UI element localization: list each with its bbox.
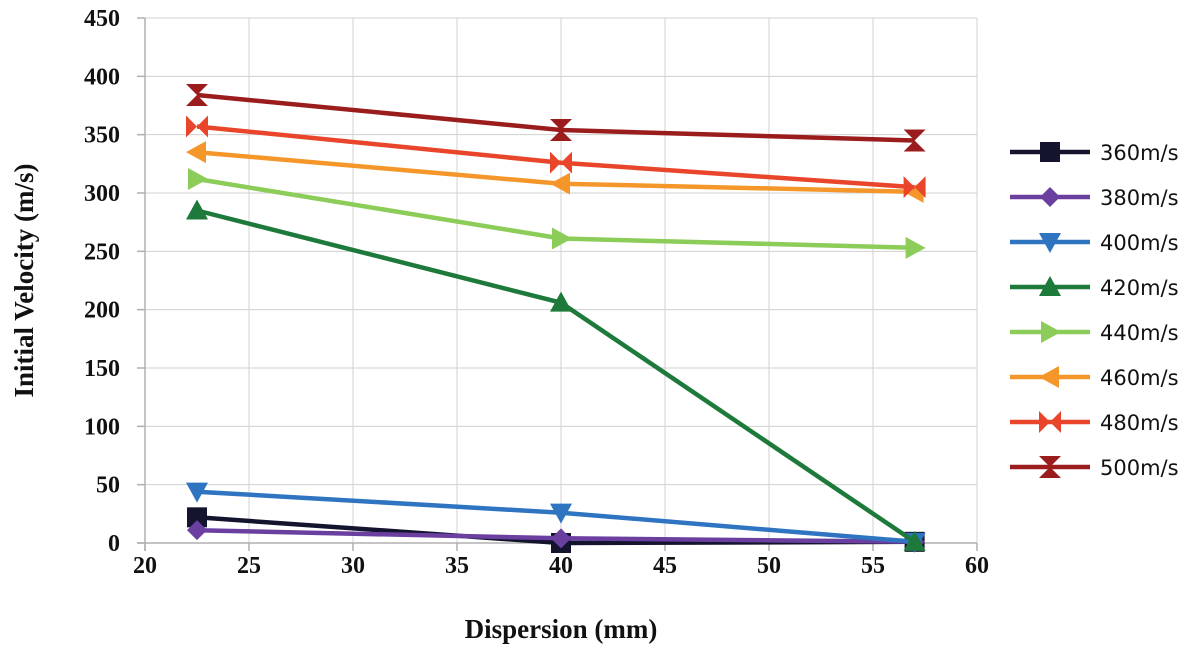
series-line [196, 208, 916, 544]
data-point [186, 482, 208, 503]
legend-label: 380m/s [1100, 186, 1179, 210]
series-500m/s [186, 84, 926, 152]
x-tick-label: 25 [237, 553, 261, 579]
x-tick-label: 45 [653, 553, 677, 579]
y-tick-label: 350 [84, 123, 120, 149]
series-420m/s [186, 199, 926, 551]
legend-item: 420m/s [1010, 276, 1179, 300]
y-tick-label: 100 [84, 414, 120, 440]
data-point [550, 291, 572, 312]
legend-label: 400m/s [1100, 231, 1179, 255]
data-point [187, 507, 207, 528]
legend-marker [1039, 411, 1061, 433]
series-line [196, 124, 915, 190]
y-tick-label: 250 [84, 239, 120, 265]
data-point [903, 530, 926, 551]
series-460m/s [186, 141, 924, 203]
series-lines [186, 84, 926, 553]
legend-item: 480m/s [1010, 411, 1179, 435]
x-tick-label: 40 [549, 553, 573, 579]
data-point [550, 172, 570, 195]
legend-label: 360m/s [1100, 141, 1179, 165]
legend-label: 420m/s [1100, 276, 1179, 300]
data-point [187, 520, 207, 541]
grid [144, 17, 978, 544]
x-tick-label: 55 [861, 553, 885, 579]
y-tick-label: 150 [84, 356, 120, 382]
data-point [186, 84, 208, 106]
data-point [188, 168, 208, 190]
y-tick-label: 50 [96, 473, 120, 499]
data-point [551, 528, 571, 549]
x-tick-label: 30 [341, 553, 365, 579]
data-point [903, 176, 926, 199]
y-tick-label: 400 [84, 64, 120, 90]
data-point [186, 199, 208, 220]
legend: 360m/s 380m/s 400m/s 420m/s 440m/s 460m/s 480m… [1010, 141, 1179, 480]
legend-item: 380m/s [1010, 186, 1179, 210]
legend-item: 440m/s [1010, 321, 1179, 345]
x-tick-label: 50 [757, 553, 781, 579]
data-point [903, 129, 926, 152]
data-point [550, 119, 572, 141]
x-tick-label: 35 [445, 553, 469, 579]
x-axis-title: Dispersion (mm) [465, 614, 658, 644]
legend-label: 440m/s [1100, 321, 1179, 345]
legend-item: 500m/s [1010, 456, 1179, 480]
axes [137, 17, 978, 551]
data-point [550, 151, 572, 174]
legend-marker [1039, 456, 1061, 478]
data-point [186, 115, 208, 138]
legend-item: 460m/s [1010, 366, 1179, 390]
series-440m/s [188, 168, 926, 259]
x-tick-label: 20 [133, 553, 157, 579]
legend-marker [1039, 366, 1059, 388]
data-point [552, 227, 572, 250]
legend-marker [1039, 233, 1061, 253]
y-axis-title: Initial Velocity (m/s) [9, 164, 39, 398]
tick-labels: 20 25 30 35 40 45 50 55 60 0 50 100 150 200 250 300 350 4… [84, 6, 989, 579]
legend-marker [1040, 142, 1060, 162]
legend-item: 360m/s [1010, 141, 1179, 165]
data-point [186, 141, 206, 164]
y-tick-label: 300 [84, 181, 120, 207]
series-480m/s [186, 115, 926, 199]
data-point [550, 503, 572, 524]
legend-label: 500m/s [1100, 456, 1179, 480]
legend-marker [1039, 276, 1061, 296]
x-tick-label: 60 [965, 553, 989, 579]
legend-label: 480m/s [1100, 411, 1179, 435]
legend-marker [1041, 321, 1061, 343]
legend-item: 400m/s [1010, 231, 1179, 255]
y-tick-label: 450 [84, 6, 120, 32]
series-line [196, 92, 915, 143]
y-tick-label: 200 [84, 298, 120, 324]
y-tick-label: 0 [108, 531, 120, 557]
legend-marker [1040, 187, 1060, 207]
legend-label: 460m/s [1100, 366, 1179, 390]
data-point [905, 236, 926, 259]
